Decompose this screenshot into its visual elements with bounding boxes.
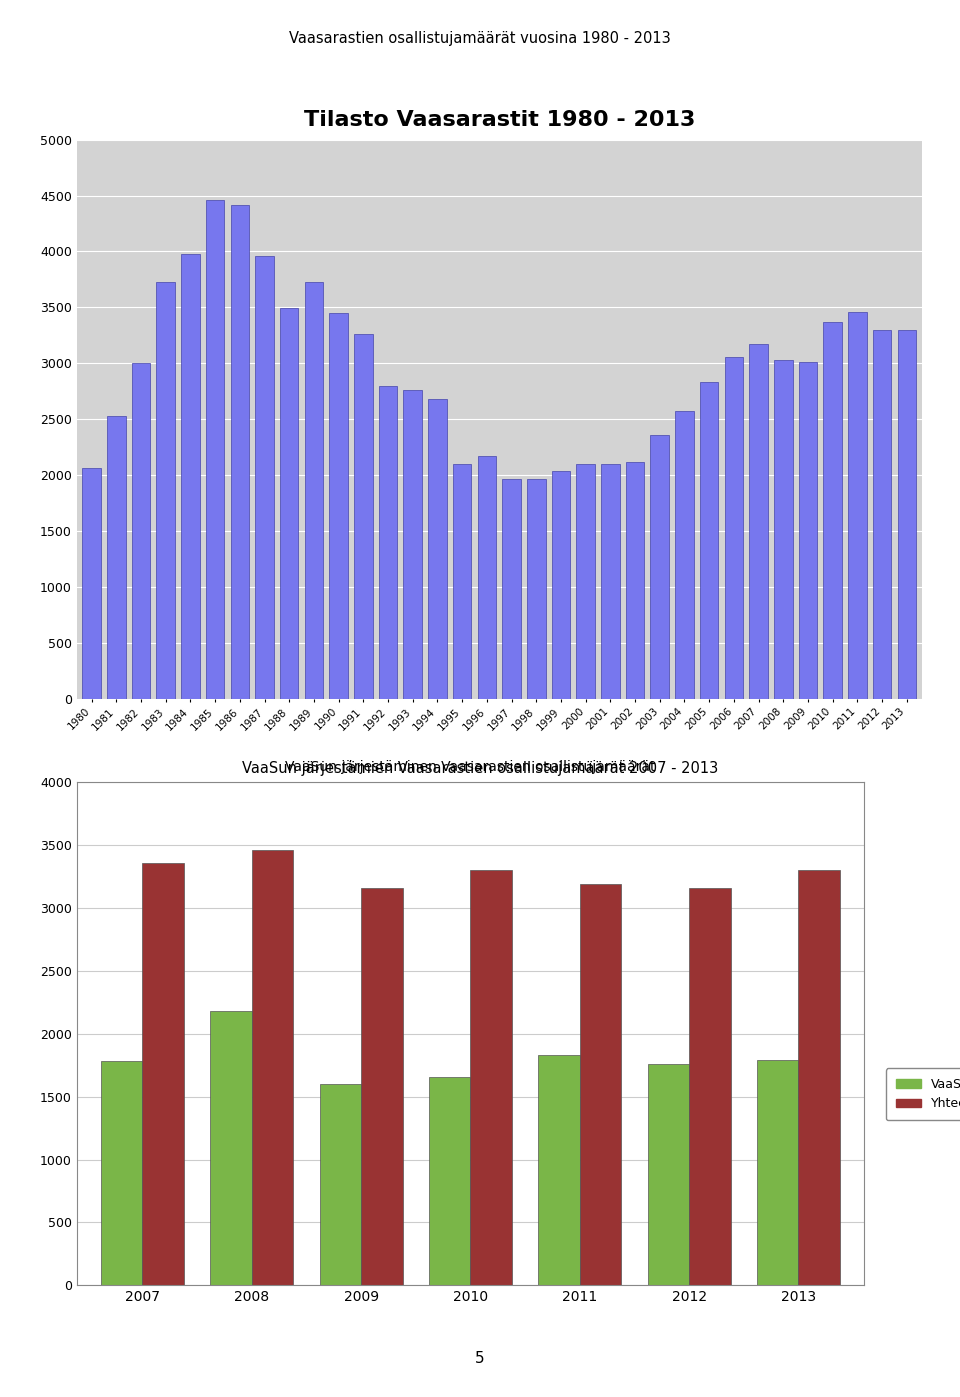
Bar bbox=[428, 400, 446, 698]
Bar bbox=[361, 888, 402, 1285]
Bar bbox=[403, 390, 422, 698]
Bar bbox=[230, 204, 249, 698]
Bar bbox=[83, 468, 101, 698]
Bar bbox=[354, 334, 372, 698]
Bar bbox=[210, 1011, 252, 1285]
Bar bbox=[750, 344, 768, 698]
Bar bbox=[156, 282, 175, 698]
Bar bbox=[205, 200, 225, 698]
Bar bbox=[181, 254, 200, 698]
Bar bbox=[255, 256, 274, 698]
Bar bbox=[873, 330, 891, 698]
Bar bbox=[552, 471, 570, 698]
Bar bbox=[848, 312, 867, 698]
Bar bbox=[601, 464, 619, 698]
Text: VaaSun järjestämien Vaasarastien osallistujamäärät 2007 - 2013: VaaSun järjestämien Vaasarastien osallis… bbox=[242, 761, 718, 777]
Bar bbox=[329, 313, 348, 698]
Bar bbox=[101, 1062, 142, 1285]
Bar bbox=[132, 363, 151, 698]
Bar bbox=[252, 851, 294, 1285]
Title: VaaSun järjestäminen Vaasarastien osallistujamäärät: VaaSun järjestäminen Vaasarastien osalli… bbox=[285, 760, 656, 774]
Bar bbox=[527, 479, 545, 698]
Bar bbox=[700, 383, 718, 698]
Bar bbox=[647, 1065, 689, 1285]
Bar bbox=[824, 321, 842, 698]
Title: Tilasto Vaasarastit 1980 - 2013: Tilasto Vaasarastit 1980 - 2013 bbox=[303, 110, 695, 130]
Bar bbox=[651, 434, 669, 698]
Bar bbox=[725, 356, 743, 698]
Bar bbox=[502, 479, 521, 698]
Bar bbox=[626, 461, 644, 698]
Bar bbox=[675, 411, 694, 698]
Legend: VaaSu, Yhteensä: VaaSu, Yhteensä bbox=[886, 1067, 960, 1120]
Bar bbox=[689, 888, 731, 1285]
Bar bbox=[379, 386, 397, 698]
Bar bbox=[320, 1084, 361, 1285]
Bar bbox=[477, 455, 496, 698]
Bar bbox=[580, 884, 621, 1285]
Bar bbox=[142, 863, 184, 1285]
Bar bbox=[470, 870, 512, 1285]
Bar bbox=[453, 464, 471, 698]
Bar bbox=[898, 330, 916, 698]
Bar bbox=[304, 282, 324, 698]
Bar bbox=[429, 1077, 470, 1285]
Bar bbox=[756, 1060, 799, 1285]
Bar bbox=[280, 309, 299, 698]
Bar bbox=[539, 1055, 580, 1285]
Text: Vaasarastien osallistujamäärät vuosina 1980 - 2013: Vaasarastien osallistujamäärät vuosina 1… bbox=[289, 31, 671, 46]
Bar bbox=[576, 464, 595, 698]
Bar bbox=[799, 362, 817, 698]
Bar bbox=[108, 416, 126, 698]
Bar bbox=[799, 870, 840, 1285]
Text: 5: 5 bbox=[475, 1351, 485, 1366]
Bar bbox=[774, 360, 793, 698]
